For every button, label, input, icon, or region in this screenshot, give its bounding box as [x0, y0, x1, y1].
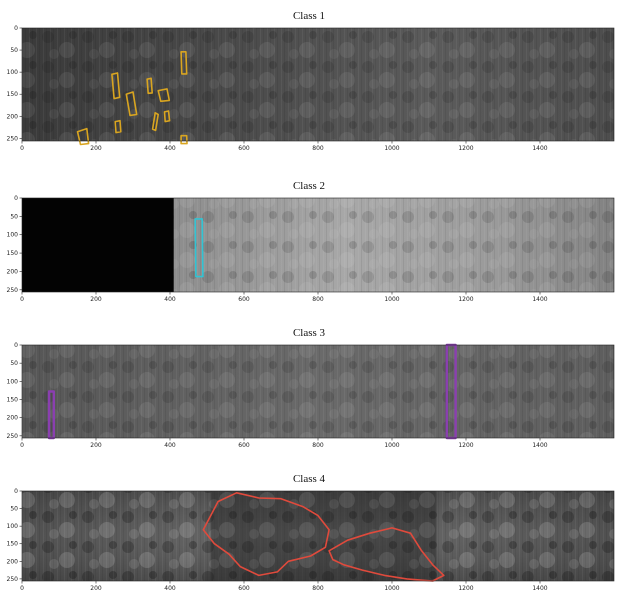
y-tick-label: 250	[7, 433, 19, 440]
x-tick-label: 1200	[458, 296, 473, 303]
x-tick-label: 1000	[384, 145, 399, 152]
x-tick-label: 1400	[532, 296, 547, 303]
image-streaks	[22, 345, 614, 438]
x-tick-label: 400	[164, 442, 176, 449]
x-tick-label: 800	[312, 296, 324, 303]
x-tick-label: 1400	[532, 145, 547, 152]
x-tick-label: 1400	[532, 585, 547, 592]
x-tick-label: 400	[164, 145, 176, 152]
y-tick-label: 200	[7, 268, 19, 275]
y-tick-label: 0	[14, 488, 18, 495]
x-tick-label: 800	[312, 442, 324, 449]
y-tick-label: 0	[14, 195, 18, 202]
x-tick-label: 0	[20, 145, 24, 152]
defect-region	[146, 77, 153, 95]
x-tick-label: 0	[20, 296, 24, 303]
y-tick-label: 100	[7, 232, 19, 239]
dark-region	[22, 198, 174, 292]
y-tick-label: 150	[7, 91, 19, 98]
panel-2: Class 2 0 200 400 600 800 1000 1200 1400 0 50 100 15…	[7, 180, 615, 303]
panel-3: Class 3 0 200 400 600 800 1000 1200 1400 0 50 100 15…	[7, 327, 615, 449]
x-tick-label: 1200	[458, 145, 473, 152]
panel-title: Class 3	[293, 327, 326, 339]
x-tick-label: 600	[238, 296, 250, 303]
y-tick-label: 200	[7, 558, 19, 565]
panel-title: Class 4	[293, 473, 326, 485]
x-tick-label: 1000	[384, 585, 399, 592]
y-tick-label: 100	[7, 69, 19, 76]
x-tick-label: 400	[164, 585, 176, 592]
defect-region	[76, 127, 90, 146]
defect-region	[202, 491, 330, 577]
x-tick-label: 1200	[458, 585, 473, 592]
x-tick-label: 600	[238, 585, 250, 592]
defect-region	[163, 110, 171, 123]
y-tick-label: 50	[10, 47, 18, 54]
defect-region	[194, 218, 204, 278]
x-tick-label: 0	[20, 585, 24, 592]
image-streaks	[22, 28, 614, 141]
y-tick-label: 0	[14, 342, 18, 349]
x-tick-label: 1400	[532, 442, 547, 449]
x-tick-label: 1200	[458, 442, 473, 449]
y-tick-label: 200	[7, 113, 19, 120]
y-tick-label: 50	[10, 213, 18, 220]
panel-title: Class 2	[293, 180, 325, 192]
y-tick-label: 50	[10, 360, 18, 367]
x-tick-label: 800	[312, 585, 324, 592]
image-texture	[22, 491, 614, 581]
y-tick-label: 250	[7, 576, 19, 583]
x-tick-label: 200	[90, 442, 102, 449]
defect-region	[125, 91, 138, 117]
x-tick-label: 600	[238, 442, 250, 449]
y-tick-label: 200	[7, 415, 19, 422]
defect-region	[180, 50, 188, 75]
x-tick-label: 1000	[384, 442, 399, 449]
defect-region	[111, 72, 121, 100]
panel-title: Class 1	[293, 10, 325, 22]
x-tick-label: 200	[90, 585, 102, 592]
y-tick-label: 100	[7, 523, 19, 530]
y-tick-label: 250	[7, 287, 19, 294]
defect-region	[328, 527, 445, 582]
y-tick-label: 0	[14, 25, 18, 32]
y-tick-label: 50	[10, 506, 18, 513]
x-tick-label: 600	[238, 145, 250, 152]
y-tick-label: 150	[7, 541, 19, 548]
x-tick-label: 1000	[384, 296, 399, 303]
x-tick-label: 200	[90, 145, 102, 152]
y-tick-label: 250	[7, 135, 19, 142]
defect-region	[114, 119, 122, 134]
x-tick-label: 200	[90, 296, 102, 303]
y-tick-label: 100	[7, 378, 19, 385]
y-tick-label: 150	[7, 250, 19, 257]
y-tick-label: 150	[7, 396, 19, 403]
panel-1: Class 1 0 200 400 600 800 1000 1200 1400 0 50 100 15…	[7, 10, 615, 152]
x-tick-label: 800	[312, 145, 324, 152]
panel-4: Class 4 0 200 400 600 800 1000 1200 1400 0 50 100 15…	[7, 473, 615, 592]
defect-region	[157, 88, 171, 103]
x-tick-label: 0	[20, 442, 24, 449]
defect-region	[151, 112, 159, 132]
x-tick-label: 400	[164, 296, 176, 303]
